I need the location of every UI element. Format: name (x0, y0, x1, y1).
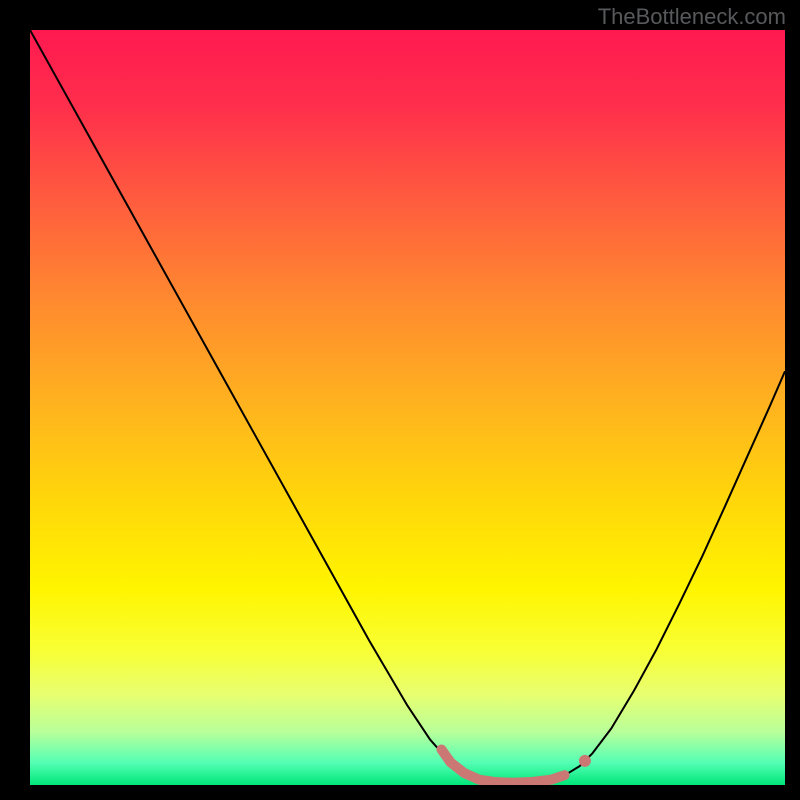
bottom-highlight (441, 750, 564, 783)
chart-frame: TheBottleneck.com (0, 0, 800, 800)
bottleneck-curve (30, 30, 785, 783)
plot-area (30, 30, 785, 785)
watermark-text: TheBottleneck.com (598, 4, 786, 30)
curve-layer (30, 30, 785, 785)
bottom-dot (579, 755, 591, 767)
